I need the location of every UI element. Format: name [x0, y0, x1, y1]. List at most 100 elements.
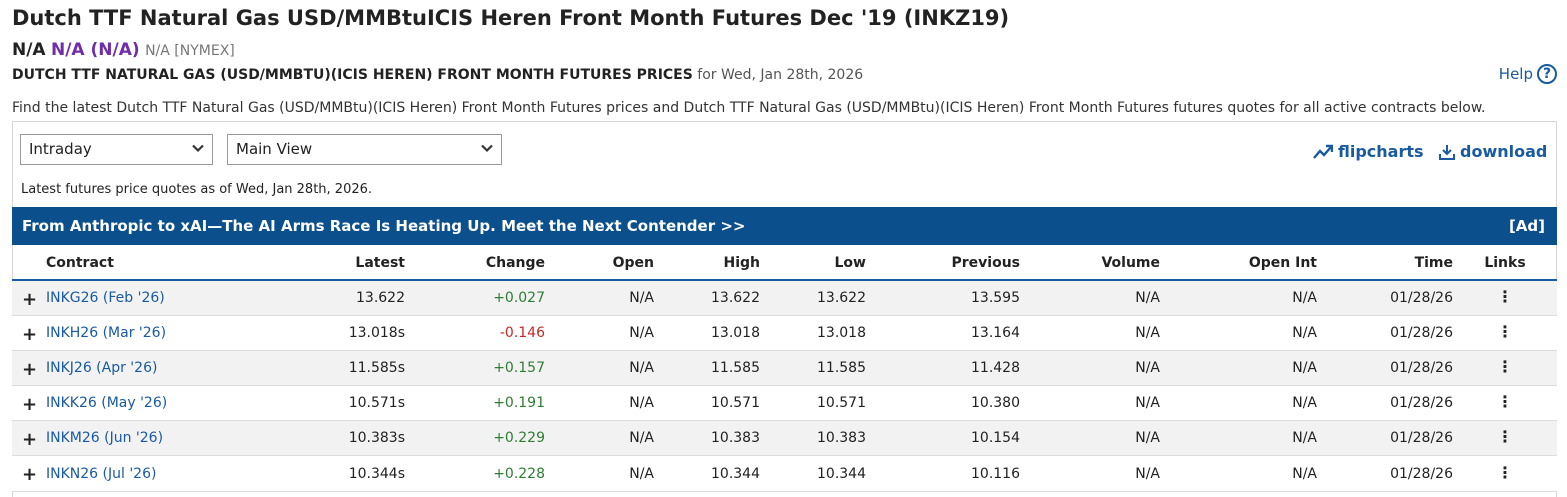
- open-int-cell: N/A: [1160, 455, 1317, 492]
- high-cell: 11.585: [654, 350, 760, 387]
- ad-tag: [Ad]: [1508, 217, 1545, 235]
- table-header-row: Contract Latest Change Open High Low Pre…: [12, 246, 1557, 281]
- previous-cell: 10.380: [866, 385, 1020, 422]
- volume-cell: N/A: [1020, 280, 1160, 316]
- table-row: + INKH26 (Mar '26) 13.018s -0.146 N/A 13.018 1…: [12, 315, 1557, 351]
- more-vertical-icon[interactable]: ⋮: [1497, 286, 1513, 306]
- period-select-value: Intraday: [29, 140, 92, 158]
- time-cell: 01/28/26: [1317, 350, 1453, 387]
- plus-icon[interactable]: +: [22, 289, 38, 310]
- ad-banner[interactable]: From Anthropic to xAI—The AI Arms Race I…: [12, 207, 1557, 245]
- open-cell: N/A: [545, 350, 654, 387]
- col-low[interactable]: Low: [760, 246, 866, 281]
- col-high[interactable]: High: [654, 246, 760, 281]
- low-cell: 10.344: [760, 455, 866, 492]
- col-previous[interactable]: Previous: [866, 246, 1020, 281]
- contract-link[interactable]: INKM26 (Jun '26): [46, 430, 164, 447]
- time-cell: 01/28/26: [1317, 420, 1453, 457]
- futures-panel: Intraday Main View flipcharts download L…: [12, 121, 1557, 497]
- col-open[interactable]: Open: [545, 246, 654, 281]
- contract-link[interactable]: INKH26 (Mar '26): [46, 324, 167, 341]
- table-row: + INKM26 (Jun '26) 10.383s +0.229 N/A 10.383 1…: [12, 420, 1557, 457]
- open-cell: N/A: [545, 280, 654, 316]
- col-open-int[interactable]: Open Int: [1160, 246, 1317, 281]
- high-cell: 10.344: [654, 455, 760, 492]
- more-vertical-icon[interactable]: ⋮: [1497, 462, 1513, 482]
- open-int-cell: N/A: [1160, 280, 1317, 316]
- high-cell: 10.571: [654, 385, 760, 422]
- links-cell: ⋮: [1453, 455, 1557, 492]
- price-change: N/A (N/A): [51, 40, 140, 60]
- period-select[interactable]: Intraday: [20, 134, 213, 165]
- col-latest[interactable]: Latest: [227, 246, 405, 281]
- high-cell: 13.622: [654, 280, 760, 316]
- trend-up-icon: [1313, 144, 1333, 159]
- open-cell: N/A: [545, 315, 654, 351]
- latest-cell: 10.344s: [227, 455, 405, 492]
- futures-table: Contract Latest Change Open High Low Pre…: [12, 246, 1557, 492]
- help-circle-icon: ?: [1537, 64, 1557, 84]
- col-volume[interactable]: Volume: [1020, 246, 1160, 281]
- previous-cell: 13.164: [866, 315, 1020, 351]
- change-cell: +0.229: [405, 420, 545, 457]
- download-button[interactable]: download: [1439, 142, 1547, 161]
- high-cell: 13.018: [654, 315, 760, 351]
- volume-cell: N/A: [1020, 385, 1160, 422]
- contract-link[interactable]: INKK26 (May '26): [46, 395, 168, 412]
- prices-heading-title: DUTCH TTF NATURAL GAS (USD/MMBTU)(ICIS H…: [12, 67, 693, 83]
- last-price: N/A: [12, 40, 46, 60]
- contract-link[interactable]: INKJ26 (Apr '26): [46, 359, 158, 376]
- latest-cell: 10.383s: [227, 420, 405, 457]
- contract-cell: + INKJ26 (Apr '26): [12, 350, 227, 387]
- contract-cell: + INKG26 (Feb '26): [12, 280, 227, 316]
- volume-cell: N/A: [1020, 315, 1160, 351]
- previous-cell: 11.428: [866, 350, 1020, 387]
- contract-cell: + INKK26 (May '26): [12, 385, 227, 422]
- col-time[interactable]: Time: [1317, 246, 1453, 281]
- as-of-text: Latest futures price quotes as of Wed, J…: [21, 182, 373, 197]
- latest-cell: 13.018s: [227, 315, 405, 351]
- change-cell: -0.146: [405, 315, 545, 351]
- more-vertical-icon[interactable]: ⋮: [1497, 356, 1513, 376]
- more-vertical-icon[interactable]: ⋮: [1497, 427, 1513, 447]
- plus-icon[interactable]: +: [22, 358, 38, 380]
- plus-icon[interactable]: +: [22, 429, 38, 451]
- view-select[interactable]: Main View: [227, 134, 502, 165]
- change-cell: +0.157: [405, 350, 545, 387]
- plus-icon[interactable]: +: [22, 323, 38, 345]
- flipcharts-button[interactable]: flipcharts: [1313, 142, 1424, 161]
- links-cell: ⋮: [1453, 385, 1557, 422]
- col-links: Links: [1453, 246, 1557, 281]
- col-change[interactable]: Change: [405, 246, 545, 281]
- table-row: + INKJ26 (Apr '26) 11.585s +0.157 N/A 11.585 1…: [12, 350, 1557, 387]
- chevron-down-icon: [192, 144, 204, 153]
- latest-cell: 11.585s: [227, 350, 405, 387]
- open-int-cell: N/A: [1160, 350, 1317, 387]
- time-cell: 01/28/26: [1317, 455, 1453, 492]
- volume-cell: N/A: [1020, 350, 1160, 387]
- chevron-down-icon: [481, 144, 493, 153]
- contract-link[interactable]: INKG26 (Feb '26): [46, 289, 165, 306]
- quote-summary: N/A N/A (N/A) N/A [NYMEX]: [12, 40, 235, 60]
- latest-cell: 10.571s: [227, 385, 405, 422]
- links-cell: ⋮: [1453, 280, 1557, 316]
- more-vertical-icon[interactable]: ⋮: [1497, 392, 1513, 412]
- exchange-label: N/A [NYMEX]: [145, 43, 235, 59]
- more-vertical-icon[interactable]: ⋮: [1497, 321, 1513, 341]
- col-contract[interactable]: Contract: [12, 246, 227, 281]
- page-title: Dutch TTF Natural Gas USD/MMBtuICIS Here…: [12, 6, 1010, 30]
- plus-icon[interactable]: +: [22, 394, 38, 416]
- previous-cell: 13.595: [866, 280, 1020, 316]
- help-link[interactable]: Help ?: [1499, 64, 1557, 84]
- table-row: + INKK26 (May '26) 10.571s +0.191 N/A 10.571 1…: [12, 385, 1557, 422]
- open-cell: N/A: [545, 420, 654, 457]
- plus-icon[interactable]: +: [22, 464, 38, 486]
- open-int-cell: N/A: [1160, 420, 1317, 457]
- ad-text[interactable]: From Anthropic to xAI—The AI Arms Race I…: [22, 217, 746, 235]
- high-cell: 10.383: [654, 420, 760, 457]
- contract-cell: + INKH26 (Mar '26): [12, 315, 227, 351]
- change-cell: +0.228: [405, 455, 545, 492]
- contract-link[interactable]: INKN26 (Jul '26): [46, 465, 157, 482]
- time-cell: 01/28/26: [1317, 385, 1453, 422]
- contract-cell: + INKM26 (Jun '26): [12, 420, 227, 457]
